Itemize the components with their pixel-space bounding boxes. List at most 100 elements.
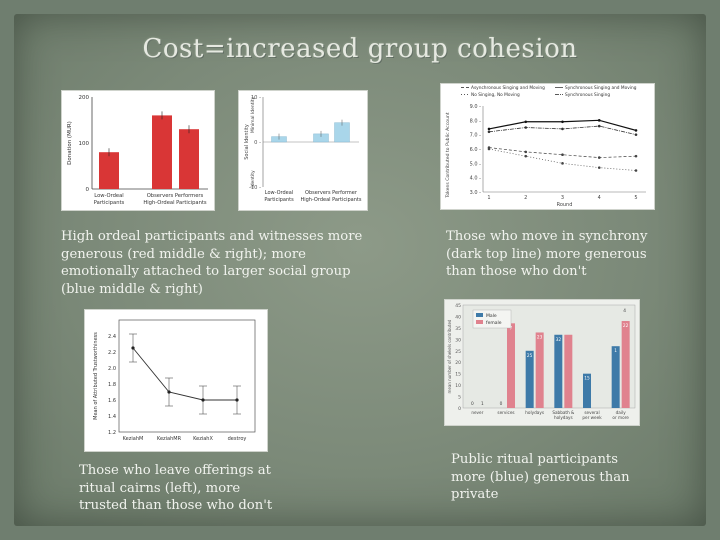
plot-frame bbox=[118, 319, 256, 433]
legend-swatch bbox=[476, 313, 483, 317]
y-tick-label: 2.2 bbox=[108, 350, 116, 356]
donation-bar-chart: 0 100 200 Donation (MUR) Low-OrdealParticipa… bbox=[67, 95, 208, 206]
y-tick-label: 1.8 bbox=[108, 382, 116, 388]
y-tick-label: 4.0 - bbox=[470, 176, 482, 182]
x-category-label: High-Ordeal Participants bbox=[300, 197, 361, 203]
y-tick-label: 100 bbox=[79, 141, 90, 147]
y-tick-label: 2.4 bbox=[108, 334, 116, 340]
data-point bbox=[634, 169, 638, 172]
series-line-3 bbox=[488, 147, 637, 158]
x-category-label: destroy bbox=[228, 436, 247, 442]
trust-line-chart: 1.2 1.4 1.6 1.8 2.0 2.2 2.4 Mean of Attributed … bbox=[93, 319, 256, 442]
y-axis-top-label: Minimal Identity bbox=[250, 97, 256, 134]
x-category-label: holydays bbox=[554, 415, 573, 420]
y-tick-label: 6.0 - bbox=[470, 147, 482, 153]
bar-data-label: 23 bbox=[537, 334, 543, 340]
x-category-label: Participants bbox=[264, 197, 294, 203]
y-tick-label: 1.4 bbox=[108, 414, 116, 420]
bar-data-label: 1 bbox=[614, 348, 617, 354]
legend-entry: Asynchronous Singing and Moving bbox=[471, 85, 545, 91]
data-point bbox=[524, 120, 528, 124]
y-axis-label: Tokens Contributed to Public Account bbox=[445, 112, 451, 199]
bar-male bbox=[525, 350, 534, 408]
legend-swatch bbox=[476, 320, 483, 324]
data-point bbox=[561, 120, 564, 124]
y-tick-label: 45 bbox=[455, 303, 461, 309]
bar-3 bbox=[179, 129, 199, 189]
y-tick-label: 5 bbox=[458, 395, 461, 401]
y-tick-label: 1.2 bbox=[108, 430, 116, 436]
y-tick-label: 9.0 - bbox=[470, 104, 482, 110]
bar-data-label: 15 bbox=[584, 376, 590, 382]
data-point bbox=[597, 156, 601, 159]
y-tick-label: 30 bbox=[455, 337, 461, 343]
bar-2 bbox=[152, 115, 172, 189]
x-category-label: KeziahX bbox=[193, 436, 213, 442]
bar-data-label: 32 bbox=[556, 337, 562, 343]
data-point bbox=[167, 390, 171, 394]
data-point bbox=[235, 398, 239, 402]
y-tick-label: 0 bbox=[86, 187, 90, 193]
x-category-label: KeziahM bbox=[123, 436, 144, 442]
y-tick-label: 2.0 bbox=[108, 366, 116, 372]
x-category-label: Observers Performers bbox=[147, 193, 204, 199]
y-tick-label: 10 bbox=[455, 383, 461, 389]
data-point bbox=[597, 124, 601, 128]
y-axis-label: Social Identity bbox=[244, 124, 250, 160]
bar-male bbox=[611, 346, 620, 408]
x-category-label: never bbox=[471, 410, 483, 415]
data-point bbox=[487, 127, 491, 131]
x-category-label: Sabbath & bbox=[552, 410, 575, 415]
data-point bbox=[487, 130, 491, 134]
data-point bbox=[597, 119, 601, 122]
bar-female bbox=[507, 323, 515, 408]
y-tick-label: -10 - bbox=[249, 185, 261, 191]
data-point bbox=[524, 154, 528, 158]
caption-top-right: Those who move in synchrony (dark top li… bbox=[446, 229, 648, 279]
data-point bbox=[561, 127, 564, 131]
bar-female bbox=[535, 332, 544, 408]
legend-entry: female bbox=[486, 320, 502, 326]
x-category-label: services bbox=[497, 410, 514, 415]
y-tick-label: 0 bbox=[458, 406, 461, 412]
y-axis-bottom-label: Identity bbox=[250, 170, 256, 188]
data-point bbox=[131, 346, 135, 350]
y-tick-label: 3.0 - bbox=[470, 190, 482, 196]
x-category-label: per week bbox=[582, 415, 602, 420]
identity-bar-chart-panel: 10 - 0 - -10 - Social Identity Minimal Ident… bbox=[238, 90, 368, 211]
data-point bbox=[524, 126, 528, 129]
x-category-label: or more bbox=[612, 415, 629, 420]
y-tick-label: 0 - bbox=[254, 140, 261, 146]
y-tick-label: 20 bbox=[455, 360, 461, 366]
y-tick-label: 15 bbox=[455, 372, 461, 378]
legend-entry: No Singing, No Moving bbox=[471, 92, 520, 98]
legend-entry: Male bbox=[486, 313, 497, 319]
slide-title: Cost=increased group cohesion bbox=[142, 34, 578, 64]
y-tick-label: 5.0 - bbox=[470, 161, 482, 167]
synchrony-line-chart-panel: 3.0 - 4.0 - 5.0 - 6.0 - 7.0 - 8.0 - 9.0 - 1 2 3 4 5… bbox=[440, 83, 655, 210]
x-category-label: KeziahMR bbox=[157, 436, 182, 442]
bar-data-label: 1 bbox=[481, 401, 484, 407]
x-axis-label: Round bbox=[557, 202, 573, 208]
data-point bbox=[561, 153, 564, 157]
data-point bbox=[634, 154, 638, 158]
x-tick-label: 5 bbox=[634, 195, 637, 201]
series-line-4 bbox=[488, 148, 637, 171]
x-category-label: Low-Ordeal bbox=[265, 190, 293, 196]
bar-data-label: 7 bbox=[510, 325, 513, 331]
bar-female bbox=[564, 334, 573, 408]
legend-entry: Synchronous Singing and Moving bbox=[565, 85, 637, 91]
donation-bar-chart-panel: 0 100 200 Donation (MUR) Low-Ordeal Participa… bbox=[61, 90, 215, 211]
data-point bbox=[487, 147, 491, 151]
y-axis-label: Donation (MUR) bbox=[67, 121, 73, 165]
data-point bbox=[524, 150, 528, 154]
data-point bbox=[201, 398, 205, 402]
x-tick-label: 3 bbox=[561, 195, 564, 201]
bar-data-label: 25 bbox=[527, 353, 533, 359]
y-tick-label: 200 bbox=[79, 95, 90, 101]
data-point bbox=[634, 129, 638, 132]
bar-male bbox=[554, 334, 563, 408]
x-tick-label: 2 bbox=[524, 195, 527, 201]
